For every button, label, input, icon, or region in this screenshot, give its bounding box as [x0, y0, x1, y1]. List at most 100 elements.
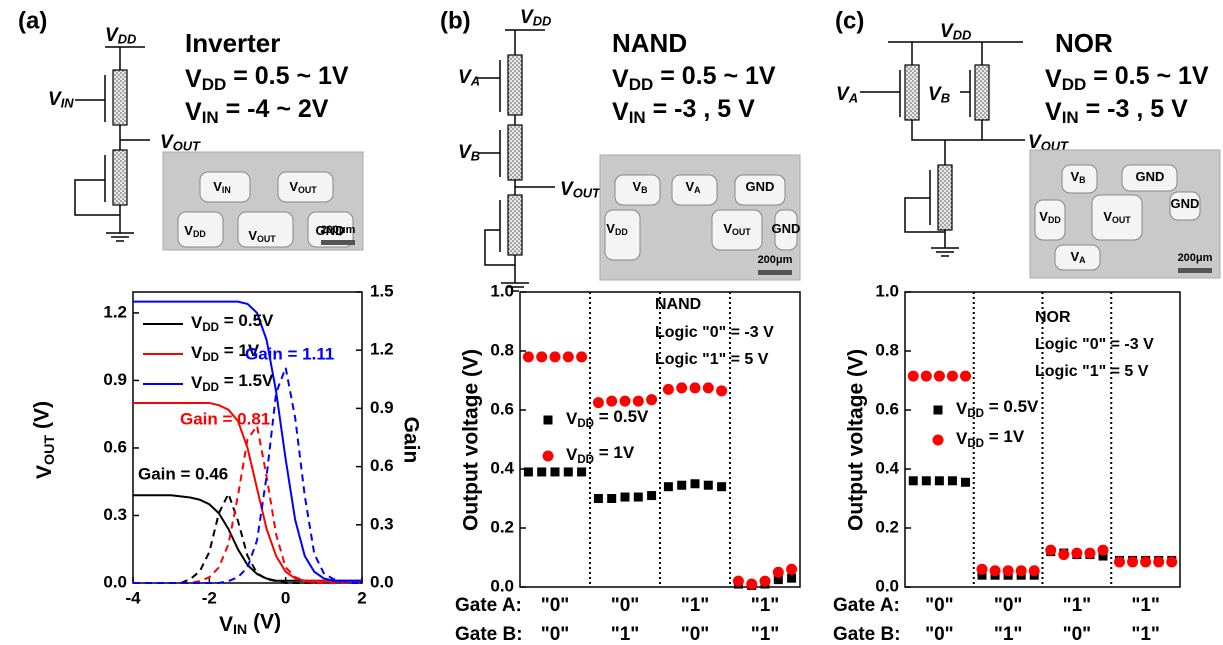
- point: [1015, 565, 1027, 577]
- point: [647, 491, 657, 501]
- micrograph-label: VDD: [606, 221, 627, 237]
- subscript: DD: [615, 227, 628, 237]
- series-line: [133, 494, 362, 582]
- point: [562, 351, 574, 363]
- annotation: Gain = 0.46: [138, 464, 228, 483]
- point: [787, 573, 797, 583]
- subscript: DD: [193, 229, 206, 239]
- y-tick-label: 1.0: [490, 281, 514, 300]
- y-tick-label: 1.2: [103, 302, 127, 321]
- subscript: DD: [967, 408, 984, 420]
- point: [921, 476, 931, 486]
- y-axis-label: Output voltage (V): [845, 349, 868, 531]
- annotation: Logic "1" = 5 V: [655, 351, 769, 368]
- subscript: DD: [967, 438, 984, 450]
- subscript: A: [1079, 255, 1086, 265]
- point: [632, 395, 644, 407]
- point: [676, 382, 688, 394]
- text-part: = 0.5 ~ 1V: [226, 62, 349, 90]
- y2-tick-label: 0.0: [370, 572, 394, 591]
- electrode: [734, 174, 786, 206]
- circuit-label: VA: [458, 67, 480, 89]
- subscript: DD: [202, 382, 219, 394]
- plot-frame: [132, 291, 363, 584]
- electrode: [614, 174, 661, 206]
- panel-label: (c): [835, 7, 864, 34]
- text-part: V: [1028, 132, 1042, 153]
- micrograph-label: VDD: [1039, 209, 1060, 225]
- point: [759, 575, 771, 587]
- subscript: OUT: [298, 185, 317, 195]
- point: [523, 467, 533, 477]
- legend-label: VDD = 0.5V: [956, 398, 1039, 421]
- point: [786, 563, 798, 575]
- legend-label: VDD = 0.5V: [191, 312, 274, 335]
- subscript: B: [471, 149, 480, 164]
- point: [662, 383, 674, 395]
- point: [1045, 544, 1057, 556]
- electrode: [277, 171, 334, 203]
- series-line: [133, 363, 362, 584]
- gate-label: "0": [541, 624, 570, 645]
- text-part: (V): [247, 610, 281, 633]
- text-part: = 0.5V: [594, 408, 649, 427]
- text-part: = 1V: [594, 444, 635, 463]
- point: [593, 494, 603, 503]
- gate-label: "0": [541, 595, 570, 616]
- transistor-channel: [507, 54, 523, 116]
- electrode: [199, 171, 251, 203]
- text-part: V: [612, 65, 629, 93]
- annotation: NAND: [655, 296, 701, 313]
- point: [732, 575, 744, 587]
- condition: VIN = -4 ~ 2V: [185, 95, 329, 128]
- text-part: V: [956, 429, 968, 448]
- point: [989, 565, 1001, 577]
- text-part: V: [606, 221, 615, 236]
- subscript: OUT: [573, 186, 601, 201]
- y-tick-label: 0.6: [103, 437, 127, 456]
- scale-bar-label: 200μm: [321, 224, 356, 236]
- electrode: [604, 209, 641, 261]
- y-tick-label: 0.6: [490, 399, 514, 418]
- text-part: V: [184, 223, 193, 238]
- y-tick-label: 0.0: [103, 572, 127, 591]
- text-part: = -4 ~ 2V: [219, 95, 329, 123]
- text-part: V: [289, 179, 298, 194]
- electrode: [671, 174, 718, 206]
- y-tick-label: 0.8: [875, 340, 899, 359]
- y-tick-label: 0.6: [875, 399, 899, 418]
- condition: VIN = -3 , 5 V: [612, 95, 755, 128]
- legend-marker: [932, 434, 944, 446]
- micrograph-label: GND: [1171, 196, 1200, 211]
- text-part: V: [191, 313, 203, 332]
- electrode: [1054, 244, 1101, 271]
- circuit-label: VDD: [940, 21, 971, 43]
- text-part: V: [1070, 169, 1079, 184]
- text-part: V: [612, 98, 629, 126]
- circuit-label: VDD: [520, 7, 551, 29]
- micrograph-label: GND: [1136, 169, 1165, 184]
- wire: [904, 197, 945, 233]
- gate-label: "1": [681, 595, 710, 616]
- gate-label: "1": [611, 624, 640, 645]
- transistor-channel: [112, 69, 128, 126]
- x-tick-label: -2: [202, 588, 217, 607]
- point: [1098, 551, 1108, 561]
- series-line: [133, 401, 362, 582]
- text-part: (V): [30, 401, 53, 435]
- text-part: = 1V: [219, 342, 260, 361]
- point: [773, 575, 783, 585]
- point: [1127, 556, 1139, 568]
- electrode: [711, 209, 763, 251]
- row-label: Gate B:: [455, 624, 523, 645]
- x-axis-label: VIN (V): [219, 610, 281, 638]
- subscript: IN: [61, 96, 75, 111]
- micrograph-label: VA: [685, 179, 701, 195]
- point: [947, 476, 957, 486]
- point: [677, 480, 687, 490]
- gate-label: "1": [751, 624, 780, 645]
- condition: VDD = 0.5 ~ 1V: [185, 62, 349, 95]
- subscript: DD: [577, 454, 594, 466]
- scale-bar-label: 200μm: [1178, 252, 1213, 264]
- point: [703, 480, 713, 490]
